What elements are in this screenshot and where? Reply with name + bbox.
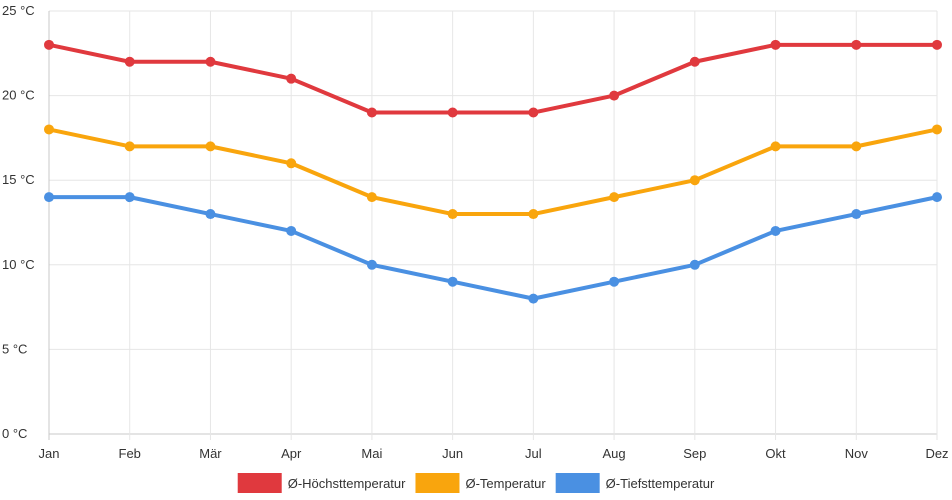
x-tick-label: Aug — [603, 446, 626, 461]
series-3-point — [124, 192, 135, 203]
legend-item-1: Ø-Höchsttemperatur — [237, 473, 406, 493]
series-2-point — [932, 124, 942, 135]
series-3-point — [205, 209, 216, 220]
legend-label: Ø-Tiefsttemperatur — [606, 476, 715, 491]
series-3-point — [366, 259, 377, 270]
series-1-point — [447, 107, 458, 118]
series-3-point — [689, 259, 700, 270]
series-2 — [44, 124, 942, 220]
series-1-point — [770, 39, 781, 50]
series-1-point — [528, 107, 539, 118]
x-tick-label: Mai — [361, 446, 382, 461]
y-tick-label: 10 °C — [2, 257, 35, 272]
series-2-point — [528, 209, 539, 220]
x-tick-label: Feb — [119, 446, 141, 461]
series-2-point — [609, 192, 620, 203]
series-2-point — [770, 141, 781, 152]
series-layer — [44, 39, 942, 304]
series-1-point — [205, 56, 216, 67]
legend-item-3: Ø-Tiefsttemperatur — [555, 473, 715, 493]
x-tick-label: Jan — [39, 446, 60, 461]
x-tick-label: Okt — [765, 446, 786, 461]
series-3-point — [851, 209, 862, 220]
y-tick-label: 20 °C — [2, 88, 35, 103]
legend: Ø-Höchsttemperatur Ø-Temperatur Ø-Tiefstte… — [237, 473, 715, 493]
series-2-point — [286, 158, 297, 169]
x-axis: Jan Feb Mär Apr Mai Jun Jul Aug Sep Okt Nov Dez — [39, 446, 949, 461]
series-2-point — [447, 209, 458, 220]
y-tick-label: 5 °C — [2, 341, 27, 356]
legend-swatch — [237, 473, 282, 493]
series-2-point — [689, 175, 700, 186]
x-tick-label: Dez — [925, 446, 948, 461]
series-1-point — [124, 56, 135, 67]
series-3-point — [932, 192, 942, 203]
grid — [48, 10, 938, 440]
series-2-point — [851, 141, 862, 152]
legend-item-2: Ø-Temperatur — [415, 473, 546, 493]
y-tick-label: 0 °C — [2, 426, 27, 441]
x-tick-label: Apr — [281, 446, 302, 461]
series-3-point — [528, 293, 539, 304]
legend-label: Ø-Temperatur — [465, 476, 546, 491]
series-1-point — [689, 56, 700, 67]
x-tick-label: Jun — [442, 446, 463, 461]
series-1-point — [44, 39, 54, 50]
series-3-point — [447, 276, 458, 287]
series-1-point — [851, 39, 862, 50]
y-axis: 0 °C 5 °C 10 °C 15 °C 20 °C 25 °C — [2, 3, 35, 441]
series-1-point — [366, 107, 377, 118]
series-3 — [44, 192, 942, 304]
series-1-point — [286, 73, 297, 84]
series-1-point — [609, 90, 620, 101]
series-2-point — [124, 141, 135, 152]
x-tick-label: Sep — [683, 446, 706, 461]
series-2-point — [366, 192, 377, 203]
x-tick-label: Nov — [845, 446, 869, 461]
series-1-point — [932, 39, 942, 50]
legend-swatch — [415, 473, 460, 493]
series-3-point — [609, 276, 620, 287]
series-1-line — [47, 42, 939, 115]
series-2-line — [47, 127, 939, 217]
x-tick-label: Mär — [199, 446, 222, 461]
series-3-line — [47, 195, 939, 301]
y-tick-label: 15 °C — [2, 172, 35, 187]
series-3-point — [44, 192, 54, 203]
series-2-point — [205, 141, 216, 152]
y-tick-label: 25 °C — [2, 3, 35, 18]
series-2-point — [44, 124, 54, 135]
series-3-point — [770, 225, 781, 236]
x-tick-label: Jul — [525, 446, 542, 461]
series-3-point — [286, 225, 297, 236]
legend-swatch — [555, 473, 600, 493]
series-1 — [44, 39, 942, 118]
legend-label: Ø-Höchsttemperatur — [288, 476, 406, 491]
